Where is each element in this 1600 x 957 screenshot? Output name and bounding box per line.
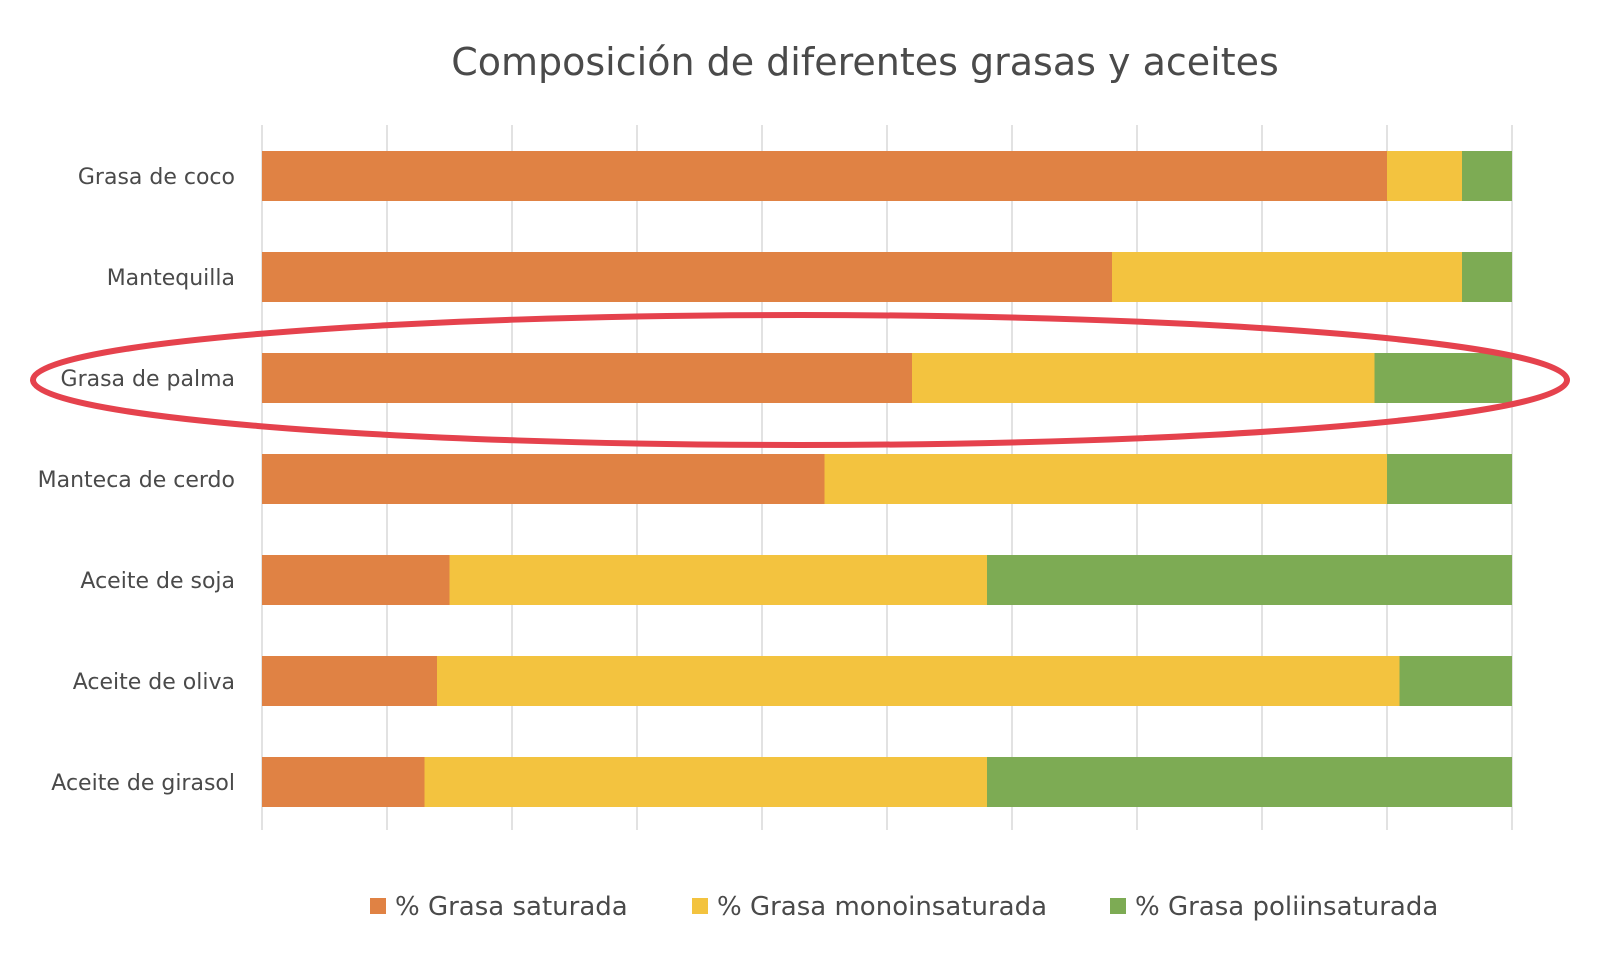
bar-segment: [1399, 656, 1512, 706]
category-label: Mantequilla: [107, 266, 235, 291]
bar-segment: [262, 656, 437, 706]
legend-swatch: [692, 898, 708, 914]
bar-segment: [1112, 252, 1462, 302]
bar-segment: [824, 454, 1387, 504]
bars: [262, 151, 1512, 807]
bar-segment: [262, 353, 912, 403]
bar-segment: [262, 555, 450, 605]
category-label: Grasa de palma: [61, 367, 235, 392]
legend-label: % Grasa saturada: [395, 892, 628, 922]
category-label: Aceite de oliva: [73, 670, 235, 695]
bar-segment: [987, 757, 1512, 807]
bar-segment: [1462, 252, 1512, 302]
chart-title: Composición de diferentes grasas y aceit…: [451, 40, 1279, 84]
highlight-ellipse: [30, 312, 1570, 448]
legend-swatch: [1110, 898, 1126, 914]
category-labels: Grasa de coco Mantequilla Grasa de palma Ma…: [38, 165, 235, 796]
bar-segment: [424, 757, 987, 807]
bar-segment: [987, 555, 1512, 605]
category-label: Grasa de coco: [78, 165, 235, 190]
annotation: [30, 312, 1570, 448]
bar-segment: [1387, 454, 1512, 504]
legend-label: % Grasa monoinsaturada: [717, 892, 1047, 922]
bar-segment: [1374, 353, 1512, 403]
category-label: Aceite de soja: [80, 569, 235, 594]
bar-segment: [1462, 151, 1512, 201]
legend: % Grasa saturada % Grasa monoinsaturada % …: [370, 892, 1438, 922]
bar-segment: [262, 757, 425, 807]
bar-segment: [1387, 151, 1462, 201]
bar-segment: [912, 353, 1375, 403]
legend-label: % Grasa poliinsaturada: [1135, 892, 1438, 922]
bar-segment: [449, 555, 987, 605]
legend-swatch: [370, 898, 386, 914]
bar-segment: [262, 151, 1387, 201]
category-label: Manteca de cerdo: [38, 468, 235, 493]
category-label: Aceite de girasol: [51, 771, 235, 796]
bar-segment: [262, 454, 825, 504]
bar-segment: [437, 656, 1400, 706]
bar-segment: [262, 252, 1112, 302]
